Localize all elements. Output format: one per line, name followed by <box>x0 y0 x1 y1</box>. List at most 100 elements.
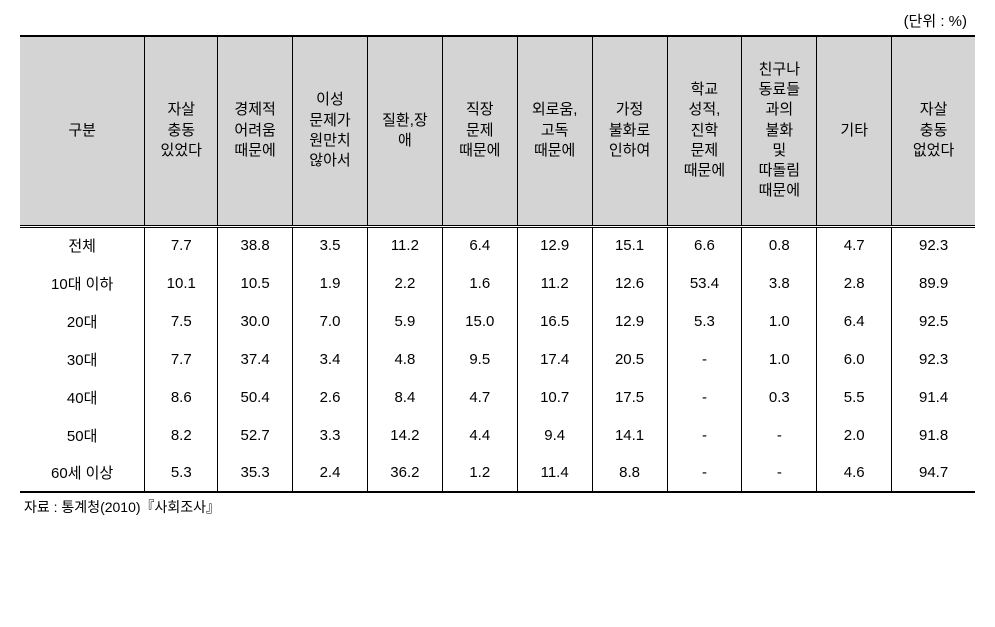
cell-value: - <box>742 416 817 454</box>
cell-value: 15.0 <box>442 302 517 340</box>
cell-value: 14.1 <box>592 416 667 454</box>
cell-value: 9.4 <box>517 416 592 454</box>
cell-value: 5.5 <box>817 378 892 416</box>
cell-value: 2.2 <box>367 264 442 302</box>
col-friends: 친구나동료들과의불화및따돌림때문에 <box>742 36 817 226</box>
cell-value: 7.7 <box>145 340 218 378</box>
cell-value: 4.6 <box>817 454 892 492</box>
cell-value: 12.9 <box>592 302 667 340</box>
cell-value: 3.5 <box>293 226 368 264</box>
cell-value: 7.0 <box>293 302 368 340</box>
cell-value: 8.4 <box>367 378 442 416</box>
table-row: 20대7.530.07.05.915.016.512.95.31.06.492.… <box>20 302 975 340</box>
cell-value: 10.7 <box>517 378 592 416</box>
col-school: 학교성적,진학문제때문에 <box>667 36 742 226</box>
cell-value: 20.5 <box>592 340 667 378</box>
cell-value: 6.4 <box>817 302 892 340</box>
cell-value: - <box>667 378 742 416</box>
cell-value: 2.0 <box>817 416 892 454</box>
cell-value: 1.9 <box>293 264 368 302</box>
cell-value: 5.3 <box>667 302 742 340</box>
cell-value: 89.9 <box>892 264 975 302</box>
cell-value: 4.8 <box>367 340 442 378</box>
cell-value: 3.3 <box>293 416 368 454</box>
cell-value: 6.0 <box>817 340 892 378</box>
cell-value: 15.1 <box>592 226 667 264</box>
cell-value: 37.4 <box>218 340 293 378</box>
cell-value: 12.6 <box>592 264 667 302</box>
cell-value: 35.3 <box>218 454 293 492</box>
table-row: 전체7.738.83.511.26.412.915.16.60.84.792.3 <box>20 226 975 264</box>
survey-table: 구분 자살충동있었다 경제적어려움때문에 이성문제가원만치않아서 질환,장애 직… <box>20 35 975 493</box>
cell-value: 11.4 <box>517 454 592 492</box>
cell-value: 0.8 <box>742 226 817 264</box>
row-label: 40대 <box>20 378 145 416</box>
cell-value: 1.2 <box>442 454 517 492</box>
col-other: 기타 <box>817 36 892 226</box>
cell-value: 17.4 <box>517 340 592 378</box>
cell-value: 5.9 <box>367 302 442 340</box>
cell-value: 16.5 <box>517 302 592 340</box>
col-category: 구분 <box>20 36 145 226</box>
row-label: 30대 <box>20 340 145 378</box>
row-label: 전체 <box>20 226 145 264</box>
cell-value: 1.0 <box>742 340 817 378</box>
cell-value: - <box>667 416 742 454</box>
cell-value: 0.3 <box>742 378 817 416</box>
cell-value: 11.2 <box>517 264 592 302</box>
col-had-impulse: 자살충동있었다 <box>145 36 218 226</box>
table-body: 전체7.738.83.511.26.412.915.16.60.84.792.3… <box>20 226 975 492</box>
cell-value: 53.4 <box>667 264 742 302</box>
cell-value: 94.7 <box>892 454 975 492</box>
cell-value: 6.6 <box>667 226 742 264</box>
cell-value: 8.6 <box>145 378 218 416</box>
cell-value: 2.6 <box>293 378 368 416</box>
cell-value: 52.7 <box>218 416 293 454</box>
row-label: 50대 <box>20 416 145 454</box>
row-label: 60세 이상 <box>20 454 145 492</box>
cell-value: 3.8 <box>742 264 817 302</box>
row-label: 20대 <box>20 302 145 340</box>
table-row: 60세 이상5.335.32.436.21.211.48.8--4.694.7 <box>20 454 975 492</box>
cell-value: 1.6 <box>442 264 517 302</box>
cell-value: 4.7 <box>817 226 892 264</box>
col-relationship: 이성문제가원만치않아서 <box>293 36 368 226</box>
table-row: 30대7.737.43.44.89.517.420.5-1.06.092.3 <box>20 340 975 378</box>
col-economic: 경제적어려움때문에 <box>218 36 293 226</box>
cell-value: 12.9 <box>517 226 592 264</box>
cell-value: 8.8 <box>592 454 667 492</box>
cell-value: 7.7 <box>145 226 218 264</box>
cell-value: 50.4 <box>218 378 293 416</box>
cell-value: 92.5 <box>892 302 975 340</box>
cell-value: 4.7 <box>442 378 517 416</box>
row-label: 10대 이하 <box>20 264 145 302</box>
cell-value: 10.1 <box>145 264 218 302</box>
cell-value: 91.4 <box>892 378 975 416</box>
cell-value: 14.2 <box>367 416 442 454</box>
col-no-impulse: 자살충동없었다 <box>892 36 975 226</box>
cell-value: 11.2 <box>367 226 442 264</box>
col-loneliness: 외로움,고독때문에 <box>517 36 592 226</box>
cell-value: 4.4 <box>442 416 517 454</box>
header-row: 구분 자살충동있었다 경제적어려움때문에 이성문제가원만치않아서 질환,장애 직… <box>20 36 975 226</box>
cell-value: 38.8 <box>218 226 293 264</box>
cell-value: 91.8 <box>892 416 975 454</box>
table-row: 50대8.252.73.314.24.49.414.1--2.091.8 <box>20 416 975 454</box>
cell-value: 92.3 <box>892 226 975 264</box>
col-illness: 질환,장애 <box>367 36 442 226</box>
cell-value: 9.5 <box>442 340 517 378</box>
cell-value: 1.0 <box>742 302 817 340</box>
cell-value: 36.2 <box>367 454 442 492</box>
cell-value: - <box>667 454 742 492</box>
source-citation: 자료 : 통계청(2010)『사회조사』 <box>20 497 975 517</box>
cell-value: 30.0 <box>218 302 293 340</box>
cell-value: 8.2 <box>145 416 218 454</box>
unit-label: (단위 : %) <box>20 10 975 31</box>
cell-value: 5.3 <box>145 454 218 492</box>
table-row: 10대 이하10.110.51.92.21.611.212.653.43.82.… <box>20 264 975 302</box>
cell-value: 2.4 <box>293 454 368 492</box>
col-work: 직장문제때문에 <box>442 36 517 226</box>
table-row: 40대8.650.42.68.44.710.717.5-0.35.591.4 <box>20 378 975 416</box>
cell-value: 7.5 <box>145 302 218 340</box>
cell-value: 92.3 <box>892 340 975 378</box>
